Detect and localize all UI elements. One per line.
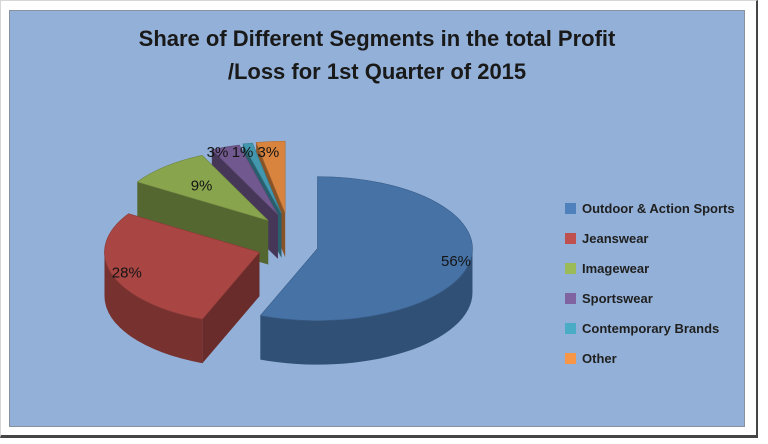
pie-slice-outdoor-action-sports-outer-wall (260, 248, 473, 365)
legend-color-swatch (565, 262, 576, 274)
pie-slice-jeanswear-outer-wall (104, 252, 203, 364)
pie-slice-imagewear (136, 155, 269, 221)
legend-color-swatch (565, 292, 576, 304)
pie-slice-sportswear (211, 144, 279, 215)
pie-slice-jeanswear (104, 213, 260, 320)
legend-item-label: Imagewear (582, 260, 650, 276)
chart-title: Share of Different Segments in the total… (9, 22, 745, 88)
legend-item-label: Outdoor & Action Sports (582, 200, 735, 216)
pie-slice-contemporary-brands (242, 142, 282, 214)
legend-color-swatch (565, 322, 576, 334)
pie-data-label: 28% (112, 264, 142, 281)
pie-slice-other (255, 140, 286, 214)
legend-item-contemporary-brands: Contemporary Brands (565, 313, 735, 343)
legend-item-label: Sportswear (582, 290, 653, 306)
pie-data-label: 1% (232, 144, 254, 161)
pie-data-label: 56% (441, 253, 471, 270)
pie-data-label: 9% (191, 177, 213, 194)
pie-slice-imagewear-side-face (137, 181, 269, 265)
legend-color-swatch (565, 352, 576, 364)
pie-data-label: 3% (207, 144, 229, 161)
legend-color-swatch (565, 202, 576, 214)
legend-item-label: Contemporary Brands (582, 320, 720, 336)
chart-title-line1: Share of Different Segments in the total… (138, 26, 616, 51)
legend-item-imagewear: Imagewear (565, 253, 735, 283)
pie-data-label: 3% (258, 144, 280, 161)
legend-item-jeanswear: Jeanswear (565, 223, 735, 253)
legend: Outdoor & Action Sports Jeanswear Imagewea… (565, 193, 735, 373)
pie-slice-outdoor-action-sports (259, 176, 473, 321)
legend-item-label: Jeanswear (582, 230, 649, 246)
legend-item-other: Other (565, 343, 735, 373)
chart-title-line2: /Loss for 1st Quarter of 2015 (227, 59, 527, 84)
legend-item-sportswear: Sportswear (565, 283, 735, 313)
legend-color-swatch (565, 232, 576, 244)
legend-item-label: Other (582, 350, 617, 366)
legend-item-outdoor-action-sports: Outdoor & Action Sports (565, 193, 735, 223)
